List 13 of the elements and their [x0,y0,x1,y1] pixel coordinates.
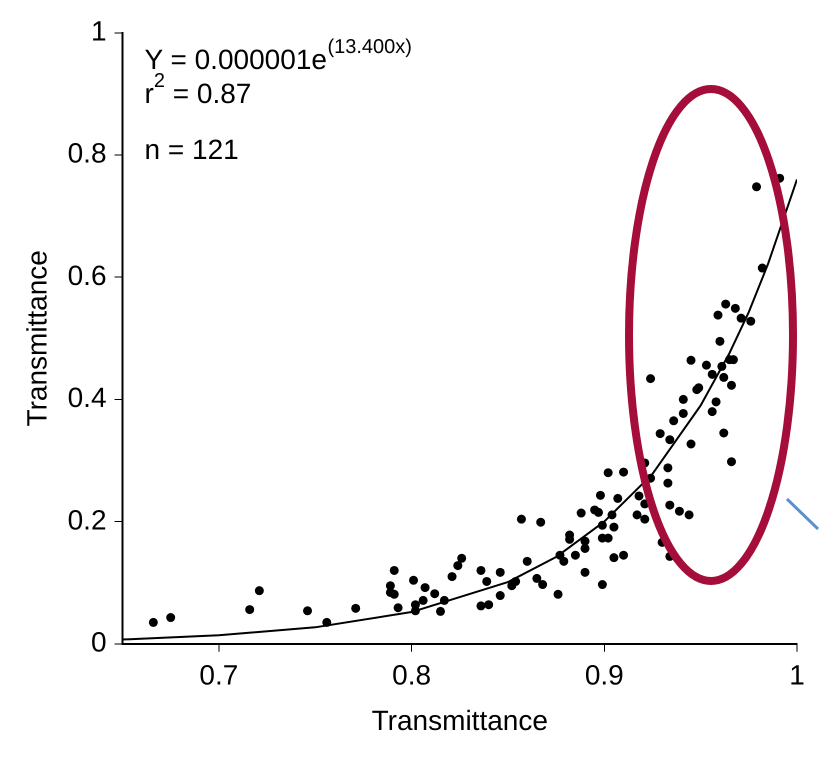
y-axis-title: Transmittance [22,250,53,426]
y-tick-label: 1 [90,16,107,47]
annotation: n = 121 [144,134,239,165]
y-tick-label: 0 [90,626,107,658]
x-tick-label: 1 [789,659,805,690]
y-tick-label: 0.2 [68,504,107,536]
x-tick-label: 0.8 [392,659,432,690]
x-tick-label: 0.9 [584,659,624,690]
y-tick-label: 0.6 [68,260,107,291]
y-tick-label: 0.4 [68,382,107,414]
y-tick-label: 0.8 [68,138,107,169]
x-tick-label: 0.7 [199,659,238,690]
x-axis-title: Transmittance [372,704,548,736]
